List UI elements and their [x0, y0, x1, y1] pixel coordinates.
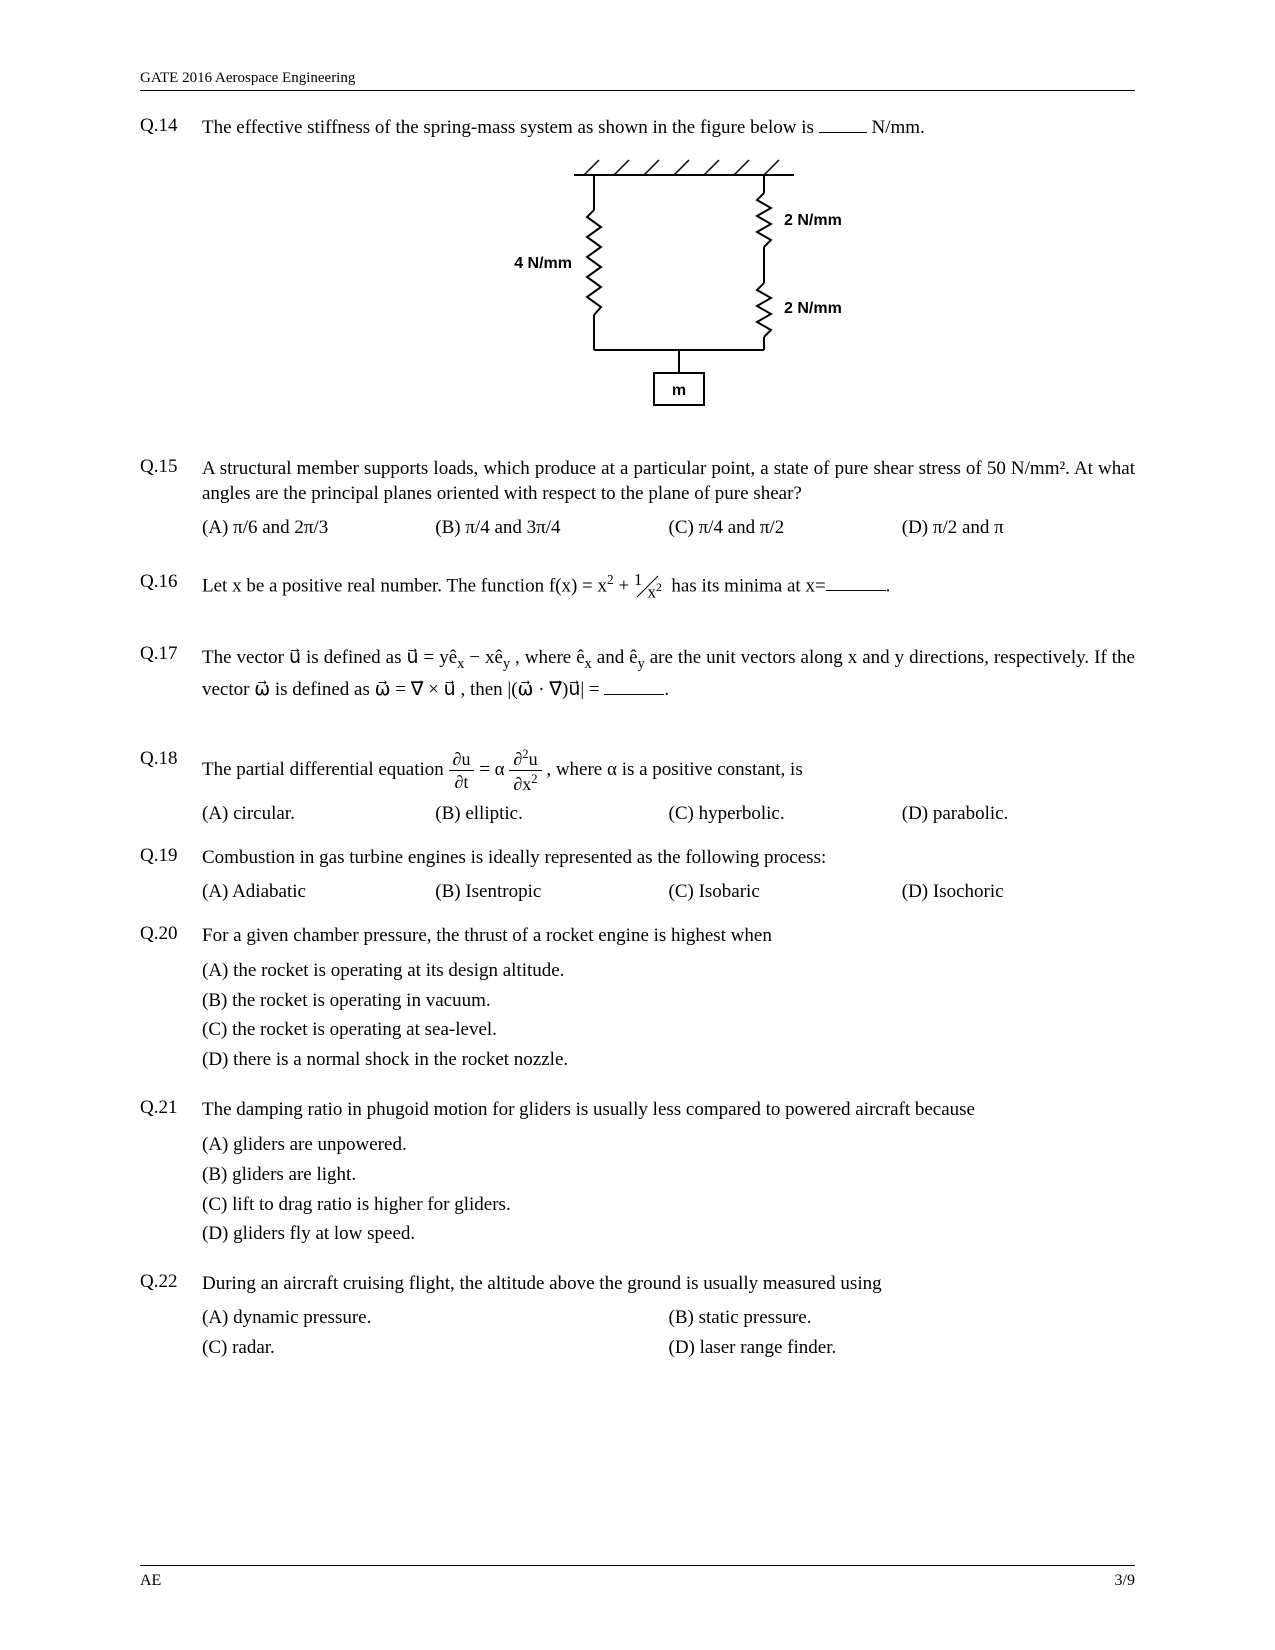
subscript: x: [585, 656, 592, 672]
question-17: Q.17 The vector u⃗ is defined as u⃗ = yê…: [140, 643, 1135, 716]
spring-right-bottom: [757, 265, 771, 350]
page-footer: AE 3/9: [140, 1565, 1135, 1590]
options: (C) radar. (D) laser range finder.: [202, 1337, 1135, 1359]
question-20: Q.20 For a given chamber pressure, the t…: [140, 923, 1135, 1077]
question-15: Q.15 A structural member supports loads,…: [140, 456, 1135, 539]
text-part: The vector u⃗ is defined as u⃗ = yê: [202, 647, 457, 668]
question-text: During an aircraft cruising flight, the …: [202, 1271, 1135, 1297]
question-text: The damping ratio in phugoid motion for …: [202, 1097, 1135, 1123]
footer-left: AE: [140, 1572, 161, 1590]
question-number: Q.21: [140, 1097, 202, 1251]
options: (A) the rocket is operating at its desig…: [202, 958, 1135, 1073]
option-b: (B) gliders are light.: [202, 1162, 1135, 1188]
text-part: +: [614, 575, 634, 596]
options: (A) π/6 and 2π/3 (B) π/4 and 3π/4 (C) π/…: [202, 517, 1135, 539]
text-part: .: [886, 575, 891, 596]
fraction: ∂u∂t: [449, 750, 475, 791]
option-a: (A) π/6 and 2π/3: [202, 517, 435, 539]
text-part: has its minima at x=: [667, 575, 826, 596]
option-b: (B) elliptic.: [435, 803, 668, 825]
options: (A) dynamic pressure. (B) static pressur…: [202, 1307, 1135, 1329]
blank: [819, 132, 867, 133]
blank: [604, 694, 664, 695]
option-a: (A) circular.: [202, 803, 435, 825]
question-text: Let x be a positive real number. The fun…: [202, 571, 1135, 601]
question-21: Q.21 The damping ratio in phugoid motion…: [140, 1097, 1135, 1251]
options: (A) gliders are unpowered. (B) gliders a…: [202, 1132, 1135, 1247]
option-d: (D) there is a normal shock in the rocke…: [202, 1047, 1135, 1073]
question-number: Q.17: [140, 643, 202, 716]
option-c: (C) lift to drag ratio is higher for gli…: [202, 1192, 1135, 1218]
spring-left-label: 4 N/mm: [514, 255, 572, 272]
option-c: (C) hyperbolic.: [669, 803, 902, 825]
superscript: 2: [607, 572, 614, 587]
question-text: The effective stiffness of the spring-ma…: [202, 115, 1135, 141]
option-c: (C) π/4 and π/2: [669, 517, 902, 539]
spring-right-top-label: 2 N/mm: [784, 212, 842, 229]
text-part: − xê: [464, 647, 503, 668]
question-number: Q.14: [140, 115, 202, 436]
question-18: Q.18 The partial differential equation ∂…: [140, 748, 1135, 825]
option-d: (D) parabolic.: [902, 803, 1135, 825]
text-part: The partial differential equation: [202, 759, 449, 780]
question-16: Q.16 Let x be a positive real number. Th…: [140, 571, 1135, 611]
option-b: (B) Isentropic: [435, 881, 668, 903]
question-text: The partial differential equation ∂u∂t =…: [202, 748, 1135, 793]
option-d: (D) laser range finder.: [669, 1337, 1136, 1359]
page-content: GATE 2016 Aerospace Engineering Q.14 The…: [0, 0, 1275, 1437]
page-header: GATE 2016 Aerospace Engineering: [140, 70, 1135, 91]
subscript: y: [503, 656, 510, 672]
option-d: (D) π/2 and π: [902, 517, 1135, 539]
option-a: (A) gliders are unpowered.: [202, 1132, 1135, 1158]
option-d: (D) Isochoric: [902, 881, 1135, 903]
text-part: , where α is a positive constant, is: [546, 759, 802, 780]
question-text: A structural member supports loads, whic…: [202, 456, 1135, 507]
question-text: For a given chamber pressure, the thrust…: [202, 923, 1135, 949]
option-c: (C) the rocket is operating at sea-level…: [202, 1017, 1135, 1043]
text-part: Let x be a positive real number. The fun…: [202, 575, 607, 596]
question-14: Q.14 The effective stiffness of the spri…: [140, 115, 1135, 436]
option-a: (A) dynamic pressure.: [202, 1307, 669, 1329]
question-number: Q.19: [140, 845, 202, 903]
option-a: (A) Adiabatic: [202, 881, 435, 903]
option-c: (C) radar.: [202, 1337, 669, 1359]
option-c: (C) Isobaric: [669, 881, 902, 903]
footer-right: 3/9: [1115, 1572, 1135, 1590]
text-part: .: [664, 679, 669, 700]
option-b: (B) static pressure.: [669, 1307, 1136, 1329]
option-b: (B) the rocket is operating in vacuum.: [202, 988, 1135, 1014]
text-part: N/mm.: [867, 117, 925, 138]
text-part: , where ê: [510, 647, 585, 668]
blank: [826, 590, 886, 591]
diagram-svg: 4 N/mm 2 N/mm 2 N/mm: [484, 155, 854, 410]
question-number: Q.18: [140, 748, 202, 825]
text-part: and ê: [592, 647, 638, 668]
spring-mass-diagram: 4 N/mm 2 N/mm 2 N/mm: [202, 155, 1135, 416]
text-part: The effective stiffness of the spring-ma…: [202, 117, 819, 138]
spring-right-top: [757, 175, 771, 265]
spring-right-bottom-label: 2 N/mm: [784, 300, 842, 317]
question-number: Q.16: [140, 571, 202, 611]
question-text: Combustion in gas turbine engines is ide…: [202, 845, 1135, 871]
question-number: Q.15: [140, 456, 202, 539]
question-number: Q.20: [140, 923, 202, 1077]
subscript: y: [638, 656, 645, 672]
slant-fraction: 1x2: [634, 573, 662, 601]
question-19: Q.19 Combustion in gas turbine engines i…: [140, 845, 1135, 903]
hatching: [584, 160, 779, 175]
option-b: (B) π/4 and 3π/4: [435, 517, 668, 539]
spring-left: [587, 175, 601, 350]
question-number: Q.22: [140, 1271, 202, 1359]
options: (A) Adiabatic (B) Isentropic (C) Isobari…: [202, 881, 1135, 903]
question-text: The vector u⃗ is defined as u⃗ = yê x − x…: [202, 643, 1135, 706]
question-22: Q.22 During an aircraft cruising flight,…: [140, 1271, 1135, 1359]
fraction: ∂2u∂x2: [509, 748, 541, 793]
option-d: (D) gliders fly at low speed.: [202, 1221, 1135, 1247]
text-part: = α: [479, 759, 504, 780]
option-a: (A) the rocket is operating at its desig…: [202, 958, 1135, 984]
options: (A) circular. (B) elliptic. (C) hyperbol…: [202, 803, 1135, 825]
mass-label: m: [671, 382, 685, 399]
